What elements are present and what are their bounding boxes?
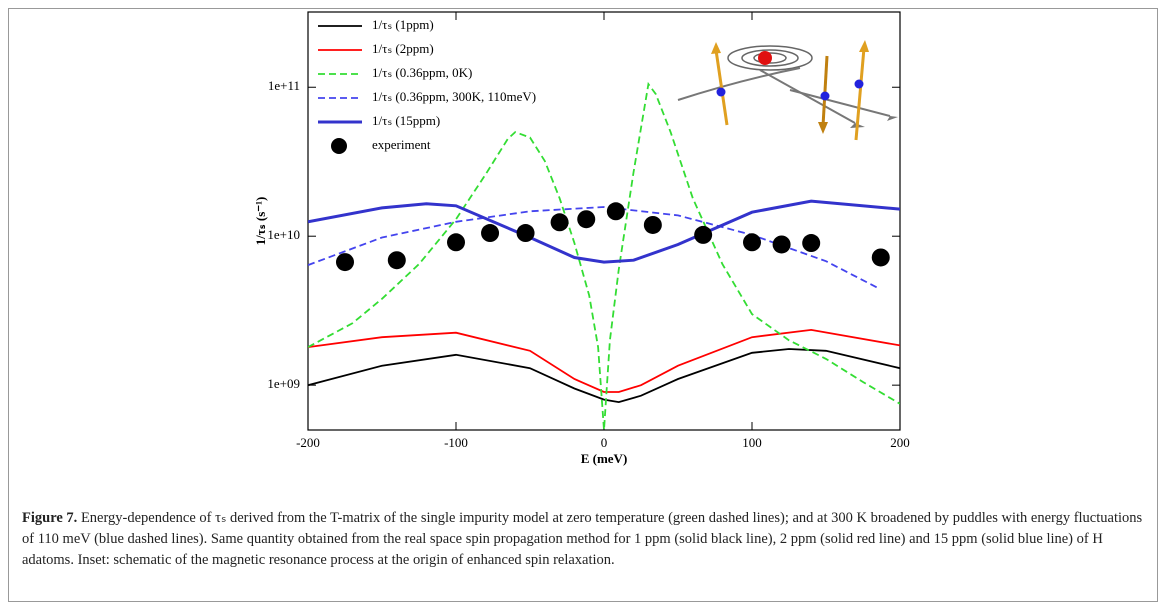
data-point xyxy=(871,248,890,267)
y-tick-label: 1e+11 xyxy=(268,78,300,93)
caption: Figure 7. Energy-dependence of τₛ derive… xyxy=(22,508,1147,571)
x-axis-label: E (meV) xyxy=(581,451,628,466)
data-point xyxy=(516,224,535,243)
x-tick-label: -200 xyxy=(296,435,320,450)
legend-label: 1/τₛ (0.36ppm, 300K, 110meV) xyxy=(372,89,536,104)
y-tick-label: 1e+10 xyxy=(267,227,300,242)
x-tick-label: -100 xyxy=(444,435,468,450)
data-point xyxy=(577,210,596,229)
series-line xyxy=(308,328,900,393)
y-axis-label: 1/τₛ (s⁻¹) xyxy=(253,197,268,246)
data-point xyxy=(550,213,569,232)
x-tick-label: 100 xyxy=(742,435,762,450)
y-tick-label: 1e+09 xyxy=(267,376,300,391)
legend-label: 1/τₛ (15ppm) xyxy=(372,113,440,128)
data-point xyxy=(694,225,713,244)
caption-label: Figure 7. xyxy=(22,510,78,526)
legend-label: experiment xyxy=(372,137,431,152)
legend-label: 1/τₛ (1ppm) xyxy=(372,17,434,32)
series-line xyxy=(308,348,900,404)
series-line xyxy=(308,206,879,289)
data-point xyxy=(772,235,791,254)
series-line xyxy=(308,81,900,430)
data-point xyxy=(336,253,354,272)
x-tick-label: 200 xyxy=(890,435,910,450)
plot-area xyxy=(308,81,900,430)
data-point xyxy=(643,215,662,234)
legend-label: 1/τₛ (0.36ppm, 0K) xyxy=(372,65,472,80)
legend-marker xyxy=(331,138,347,154)
figure-frame xyxy=(8,8,1158,602)
chart: E (meV) 1/τₛ (s⁻¹) -200 -100 0 100 200 1e+09 1… xyxy=(253,11,910,466)
legend-label: 1/τₛ (2ppm) xyxy=(372,41,434,56)
data-point xyxy=(387,251,406,270)
x-tick-label: 0 xyxy=(601,435,608,450)
data-point xyxy=(743,233,761,252)
data-point xyxy=(481,224,500,243)
inset xyxy=(677,40,898,141)
series-line xyxy=(308,199,900,264)
data-point xyxy=(606,202,625,221)
caption-text: Energy-dependence of τₛ derived from the… xyxy=(22,510,1143,568)
data-point xyxy=(447,233,465,252)
data-point xyxy=(802,234,821,253)
